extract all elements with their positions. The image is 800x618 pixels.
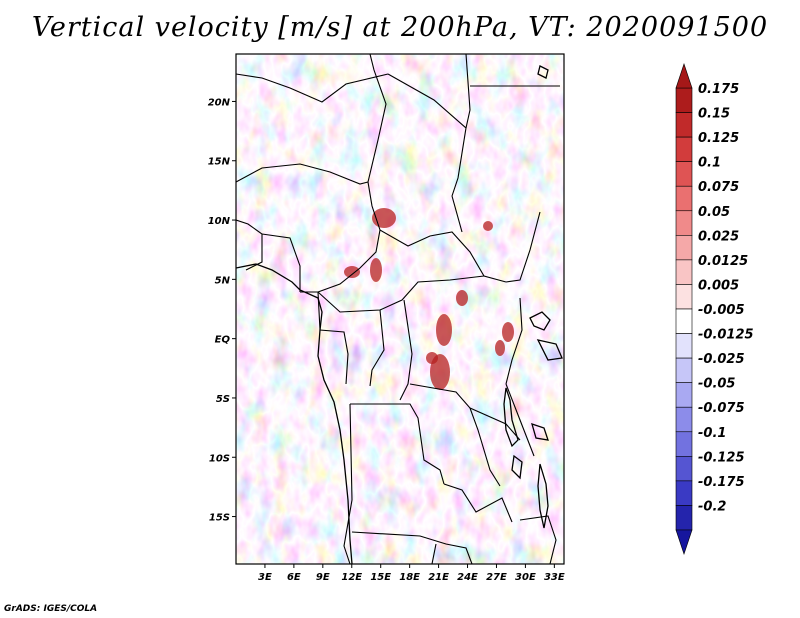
colorbar-swatch — [675, 480, 693, 506]
ascent-hotspot — [436, 314, 452, 346]
colorbar-swatch — [675, 406, 693, 433]
coastlines-and-lakes — [236, 65, 563, 564]
velocity-field — [236, 54, 564, 564]
colorbar-swatch — [675, 456, 693, 482]
lon-tick-label: 27E — [486, 572, 507, 583]
ascent-hotspot — [483, 221, 493, 231]
colorbar-label: 0.05 — [698, 205, 730, 220]
lon-tick-label: 3E — [258, 572, 272, 583]
colorbar-swatch — [675, 308, 693, 334]
colorbar-label: -0.075 — [698, 401, 745, 416]
colorbar-label: -0.005 — [698, 303, 745, 318]
lat-tick-label: 10N — [208, 216, 231, 227]
colorbar-label: -0.05 — [698, 377, 735, 392]
colorbar-swatch — [675, 210, 693, 236]
map-axes: 20N 15N 10N 5N EQ 5S 10S 15S 3E 6E 9E 12E 15E 18E 21E 2… — [208, 97, 565, 583]
colorbar-swatch — [675, 87, 693, 113]
lon-tick-label: 21E — [428, 572, 449, 583]
lon-tick-label: 12E — [341, 572, 362, 583]
lon-tick-label: 24E — [457, 572, 478, 583]
convection-hotspots — [344, 208, 514, 390]
colorbar-label: 0.0125 — [698, 254, 748, 269]
lat-tick-label: EQ — [215, 335, 231, 346]
colorbar: 0.175 0.15 0.125 0.1 0.075 0.05 0.025 0.0125 0.0… — [675, 63, 754, 555]
lat-tick-label: 15N — [208, 157, 231, 168]
colorbar-label: -0.125 — [698, 450, 745, 465]
lon-tick-label: 15E — [370, 572, 391, 583]
colorbar-swatch — [675, 505, 693, 531]
colorbar-label: 0.15 — [698, 107, 730, 122]
colorbar-swatch — [675, 161, 693, 187]
colorbar-swatch — [675, 136, 693, 162]
colorbar-swatch — [675, 357, 693, 383]
colorbar-swatch — [675, 235, 693, 261]
colorbar-label: -0.025 — [698, 352, 745, 367]
colorbar-swatch — [675, 431, 693, 457]
lat-tick-label: 15S — [209, 513, 230, 524]
map-title: Vertical velocity [m/s] at 200hPa, VT: 2… — [31, 12, 769, 43]
colorbar-swatch — [675, 112, 693, 138]
colorbar-label: 0.125 — [698, 131, 739, 146]
colorbar-swatch — [675, 185, 693, 212]
colorbar-label: 0.005 — [698, 278, 739, 293]
colorbar-label: 0.1 — [698, 156, 721, 171]
colorbar-label: -0.0125 — [698, 328, 754, 343]
lon-tick-label: 9E — [316, 572, 330, 583]
colorbar-swatch — [675, 259, 693, 285]
grads-credit: GrADS: IGES/COLA — [4, 604, 98, 614]
ascent-hotspot — [495, 340, 505, 356]
colorbar-label: -0.175 — [698, 475, 745, 490]
lon-tick-label: 33E — [544, 572, 565, 583]
ascent-hotspot — [370, 258, 382, 282]
lon-tick-label: 6E — [287, 572, 301, 583]
ascent-hotspot — [502, 322, 514, 342]
colorbar-bottom-arrow — [675, 529, 693, 555]
lat-tick-label: 10S — [209, 453, 230, 464]
colorbar-label: -0.2 — [698, 499, 726, 514]
ascent-hotspot — [344, 266, 360, 278]
lat-tick-label: 20N — [208, 97, 231, 108]
colorbar-swatch — [675, 382, 693, 408]
colorbar-top-arrow — [675, 63, 693, 89]
ascent-hotspot — [426, 352, 438, 364]
ascent-hotspot — [456, 290, 468, 306]
lat-tick-label: 5N — [215, 275, 231, 286]
colorbar-label: 0.025 — [698, 229, 739, 244]
lon-tick-label: 18E — [399, 572, 420, 583]
colorbar-label: 0.075 — [698, 180, 739, 195]
lat-tick-label: 5S — [216, 394, 230, 405]
colorbar-swatch — [675, 284, 693, 310]
colorbar-label: -0.1 — [698, 426, 726, 441]
lon-tick-label: 30E — [515, 572, 536, 583]
country-borders — [236, 54, 560, 564]
colorbar-swatch — [675, 333, 693, 359]
colorbar-label: 0.175 — [698, 82, 739, 97]
map-frame — [235, 53, 565, 565]
